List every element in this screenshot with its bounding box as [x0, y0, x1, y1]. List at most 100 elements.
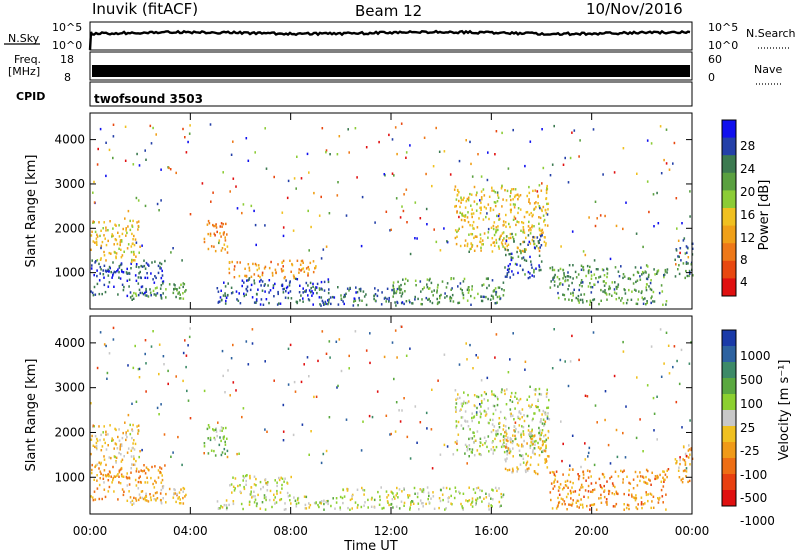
data-cell	[117, 268, 119, 271]
data-cell	[135, 467, 138, 470]
data-cell	[115, 238, 118, 242]
data-cell	[437, 379, 439, 382]
data-cell	[470, 212, 473, 216]
data-cell	[525, 470, 527, 474]
data-cell	[518, 195, 520, 198]
data-cell	[461, 292, 464, 295]
data-cell	[644, 481, 647, 484]
nave-label: Nave	[754, 63, 782, 76]
data-cell	[245, 275, 248, 278]
data-cell	[516, 250, 518, 254]
power-colorbar-label: Power [dB]	[757, 180, 772, 251]
data-cell	[590, 270, 592, 274]
data-cell	[666, 268, 669, 271]
noise-tick-left-top: 10^5	[52, 21, 82, 34]
data-cell	[503, 223, 505, 226]
data-cell	[527, 234, 530, 237]
data-cell	[493, 425, 496, 428]
data-cell	[325, 302, 327, 306]
data-cell	[152, 289, 155, 293]
data-cell	[125, 431, 127, 434]
data-cell	[249, 493, 252, 496]
data-cell	[420, 502, 423, 505]
data-cell	[622, 302, 625, 305]
data-cell	[636, 507, 639, 511]
data-cell	[597, 268, 599, 271]
data-cell	[243, 476, 245, 479]
data-cell	[682, 477, 684, 480]
data-cell	[685, 269, 687, 273]
data-cell	[686, 246, 689, 249]
data-cell	[488, 502, 490, 505]
data-cell	[657, 497, 659, 500]
data-cell	[642, 450, 644, 453]
data-cell	[107, 268, 109, 271]
data-cell	[101, 292, 103, 296]
data-cell	[134, 274, 137, 277]
data-cell	[532, 189, 534, 193]
data-cell	[135, 499, 138, 502]
data-cell	[103, 276, 105, 279]
data-cell	[165, 288, 167, 291]
colorbar-swatch	[722, 260, 736, 279]
data-cell	[305, 507, 308, 510]
data-cell	[641, 506, 643, 510]
data-cell	[131, 294, 134, 298]
data-cell	[150, 272, 152, 275]
data-cell	[134, 238, 137, 241]
data-cell	[593, 298, 596, 301]
data-cell	[184, 339, 186, 342]
data-cell	[550, 280, 552, 283]
data-cell	[182, 297, 185, 300]
data-cell	[467, 400, 470, 403]
data-cell	[438, 150, 441, 153]
data-cell	[473, 296, 476, 300]
data-cell	[213, 449, 215, 453]
data-cell	[147, 500, 150, 503]
data-cell	[123, 250, 125, 253]
data-cell	[517, 271, 519, 275]
data-cell	[118, 265, 121, 268]
data-cell	[545, 242, 547, 245]
data-cell	[502, 435, 505, 438]
data-cell	[160, 199, 162, 202]
data-cell	[613, 171, 616, 174]
data-cell	[519, 454, 521, 457]
data-cell	[515, 427, 517, 431]
data-cell	[292, 274, 295, 277]
data-cell	[505, 445, 507, 449]
data-cell	[230, 292, 233, 295]
data-cell	[470, 162, 472, 166]
data-cell	[503, 237, 505, 240]
data-cell	[312, 285, 314, 288]
data-cell	[337, 286, 339, 289]
data-cell	[541, 440, 544, 443]
data-cell	[689, 272, 691, 275]
data-cell	[108, 270, 110, 273]
data-cell	[439, 294, 441, 298]
data-cell	[420, 290, 422, 293]
data-cell	[235, 185, 237, 188]
data-cell	[228, 503, 230, 507]
data-cell	[408, 299, 411, 302]
data-cell	[128, 490, 130, 493]
data-cell	[138, 251, 140, 254]
data-cell	[137, 220, 140, 223]
data-cell	[512, 256, 514, 260]
data-cell	[545, 460, 548, 463]
data-cell	[319, 501, 321, 504]
data-cell	[138, 266, 140, 269]
data-cell	[293, 496, 295, 499]
data-cell	[321, 299, 324, 303]
data-cell	[285, 508, 287, 511]
data-cell	[587, 496, 590, 499]
data-cell	[261, 501, 264, 504]
data-cell	[610, 475, 613, 478]
data-cell	[342, 488, 344, 491]
data-cell	[91, 434, 93, 438]
data-cell	[546, 213, 549, 216]
data-cell	[549, 174, 552, 177]
data-cell	[495, 430, 498, 433]
data-cell	[480, 198, 483, 201]
data-cell	[232, 140, 234, 143]
